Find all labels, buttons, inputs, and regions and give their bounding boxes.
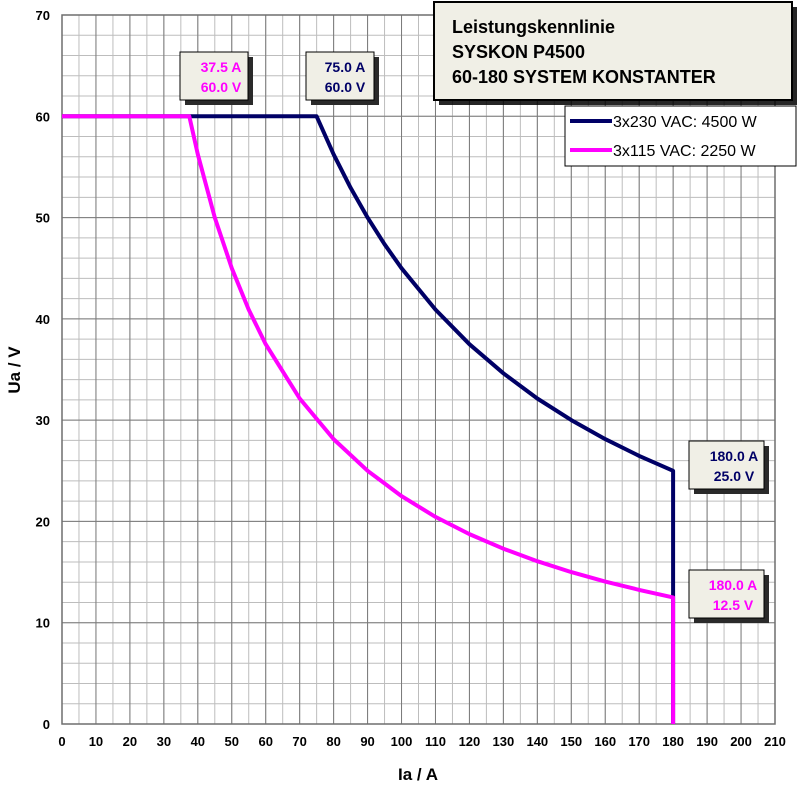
x-tick-label: 20 bbox=[123, 734, 137, 749]
x-tick-label: 30 bbox=[157, 734, 171, 749]
x-tick-label: 130 bbox=[493, 734, 515, 749]
legend-label-3x230: 3x230 VAC: 4500 W bbox=[613, 114, 758, 131]
annotation-180a-12-5v-line-1: 180.0 A bbox=[709, 577, 758, 593]
x-tick-label: 40 bbox=[191, 734, 205, 749]
x-tick-label: 120 bbox=[459, 734, 481, 749]
x-axis-title: Ia / A bbox=[398, 765, 438, 784]
annotation-75a: 75.0 A 60.0 V bbox=[305, 51, 379, 105]
x-tick-label: 170 bbox=[628, 734, 650, 749]
annotation-180a-25v-line-2: 25.0 V bbox=[714, 468, 755, 484]
legend-label-3x115: 3x115 VAC: 2250 W bbox=[613, 143, 756, 160]
annotation-180a-12-5v-line-2: 12.5 V bbox=[713, 597, 754, 613]
x-tick-label: 180 bbox=[662, 734, 684, 749]
annotation-180a-25v-line-1: 180.0 A bbox=[710, 448, 759, 464]
x-tick-label: 60 bbox=[258, 734, 272, 749]
x-tick-label: 190 bbox=[696, 734, 718, 749]
x-tick-label: 160 bbox=[594, 734, 616, 749]
annotation-37-5a-line-2: 60.0 V bbox=[201, 79, 242, 95]
x-tick-label: 50 bbox=[225, 734, 239, 749]
x-tick-label: 140 bbox=[526, 734, 548, 749]
x-tick-label: 0 bbox=[58, 734, 65, 749]
chart-title-line-2: SYSKON P4500 bbox=[452, 42, 585, 62]
x-tick-label: 200 bbox=[730, 734, 752, 749]
y-tick-label: 0 bbox=[43, 717, 50, 732]
x-tick-label: 150 bbox=[560, 734, 582, 749]
legend: 3x230 VAC: 4500 W 3x115 VAC: 2250 W bbox=[564, 105, 797, 167]
y-tick-label: 10 bbox=[36, 616, 50, 631]
x-tick-label: 90 bbox=[360, 734, 374, 749]
y-tick-label: 20 bbox=[36, 514, 50, 529]
y-tick-label: 30 bbox=[36, 413, 50, 428]
chart-title-line-3: 60-180 SYSTEM KONSTANTER bbox=[452, 67, 716, 87]
series-line-3x230 bbox=[62, 114, 676, 724]
y-axis-ticks: 0 10 20 30 40 50 60 70 bbox=[36, 8, 50, 732]
y-axis-title: Ua / V bbox=[5, 346, 24, 394]
x-axis-ticks: 0 10 20 30 40 50 60 70 80 90 100 110 120 130 140 150 160… bbox=[58, 734, 785, 749]
annotation-180a-25v: 180.0 A 25.0 V bbox=[688, 440, 769, 494]
annotation-180a-12-5v: 180.0 A 12.5 V bbox=[688, 569, 769, 623]
y-tick-label: 70 bbox=[36, 8, 50, 23]
y-tick-label: 50 bbox=[36, 211, 50, 226]
x-tick-label: 80 bbox=[326, 734, 340, 749]
annotation-37-5a: 37.5 A 60.0 V bbox=[179, 51, 253, 105]
annotation-75a-line-2: 60.0 V bbox=[325, 79, 366, 95]
y-tick-label: 40 bbox=[36, 312, 50, 327]
chart-title-line-1: Leistungskennlinie bbox=[452, 17, 615, 37]
x-tick-label: 210 bbox=[764, 734, 786, 749]
annotation-37-5a-line-1: 37.5 A bbox=[201, 59, 242, 75]
x-tick-label: 110 bbox=[425, 734, 446, 749]
x-tick-label: 70 bbox=[292, 734, 306, 749]
x-tick-label: 10 bbox=[89, 734, 103, 749]
title-box: Leistungskennlinie SYSKON P4500 60-180 S… bbox=[433, 1, 797, 105]
series-line-3x115 bbox=[62, 114, 676, 724]
annotation-75a-line-1: 75.0 A bbox=[325, 59, 366, 75]
plot-frame bbox=[61, 14, 776, 725]
series-layer bbox=[62, 114, 676, 724]
y-tick-label: 60 bbox=[36, 109, 50, 124]
plot-border bbox=[61, 14, 776, 725]
x-tick-label: 100 bbox=[391, 734, 413, 749]
